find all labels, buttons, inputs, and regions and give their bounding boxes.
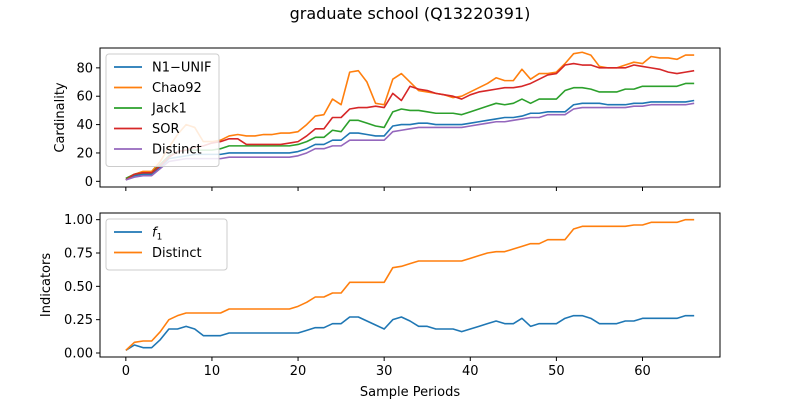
legend-label-jack1: Jack1 [151,102,187,117]
chart-title: graduate school (Q13220391) [290,4,531,23]
y-tick-label: 0.25 [64,313,93,328]
legend-label-sor: SOR [152,122,180,137]
indicators-plot: 0 10 20 30 40 50 60 0.00 0.25 0.50 0.75 1.00 Indicat… [39,212,721,400]
legend-label-f1: f1 [152,226,162,243]
axes-frame [99,212,721,358]
legend-label-chao92: Chao92 [152,81,202,96]
y-tick-label: 80 [76,61,93,76]
series-line-distinct [125,218,695,351]
y-tick-label: 60 [76,90,93,105]
y-tick-label: 40 [76,118,93,133]
cardinality-plot: 0 20 40 60 80 Cardinality N1−UNIF Chao92 Jack1 SO… [53,47,721,191]
legend: f1 Distinct [105,218,228,271]
x-tick-label: 40 [462,364,479,379]
legend-label-distinct: Distinct [152,246,202,261]
series-line-f1 [125,314,695,352]
y-axis-label: Indicators [39,253,54,317]
x-tick-label: 20 [290,364,307,379]
legend-box [105,53,220,167]
y-axis-label: Cardinality [53,82,68,153]
series-line-chao92 [125,51,695,180]
x-tick-label: 0 [122,364,130,379]
series-line-jack1 [125,82,695,180]
x-axis-label: Sample Periods [360,385,460,400]
legend: N1−UNIF Chao92 Jack1 SOR Distinct [105,53,220,167]
x-tick-label: 60 [634,364,651,379]
legend-box [105,218,228,271]
y-tick-label: 0.50 [64,280,93,295]
series-line-distinct [125,102,695,181]
y-tick-label: 0.00 [64,347,93,362]
y-tick-label: 0.75 [64,247,93,262]
x-tick-label: 50 [548,364,565,379]
legend-label-distinct: Distinct [152,143,202,158]
x-tick-label: 30 [376,364,393,379]
series-line-n1-unif [125,99,695,181]
series-line-sor [125,62,695,181]
x-tick-label: 10 [204,364,221,379]
y-tick-label: 0 [85,175,93,190]
legend-label-n1-unif: N1−UNIF [152,61,211,76]
y-tick-label: 1.00 [64,213,93,228]
axes-frame [99,47,721,188]
y-tick-label: 20 [76,146,93,161]
